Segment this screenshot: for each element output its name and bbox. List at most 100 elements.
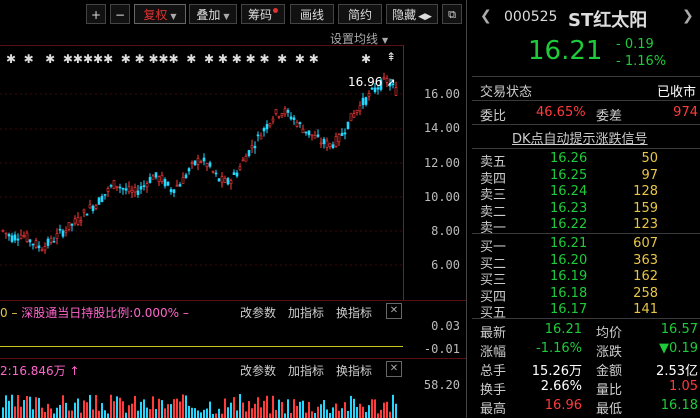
- ask-volume: 50: [641, 151, 658, 166]
- volume-bar: [107, 413, 109, 418]
- volume-bar: [290, 412, 292, 418]
- indicator1-y-bottom: -0.01: [423, 342, 460, 356]
- candle-body: [124, 188, 128, 191]
- bid-row[interactable]: 买四 16.18 258: [472, 286, 700, 305]
- volume-bar: [380, 409, 382, 418]
- indicator1-switch-indicator[interactable]: 换指标: [336, 306, 373, 320]
- zoom-out-button[interactable]: −: [110, 4, 130, 24]
- ask-row[interactable]: 卖一 16.22 123: [472, 217, 700, 236]
- ask-row[interactable]: 卖四 16.25 97: [472, 167, 700, 187]
- volume-bar: [341, 408, 343, 418]
- candle-body: [31, 243, 35, 246]
- volume-bar: [266, 395, 268, 418]
- bid-label: 买二: [480, 256, 507, 272]
- bid-label: 买三: [480, 273, 507, 288]
- next-stock-button[interactable]: ❯: [682, 8, 694, 24]
- notification-dot-icon: [273, 8, 278, 13]
- indicator2-switch-indicator[interactable]: 换指标: [336, 364, 373, 378]
- candle-body: [211, 170, 215, 173]
- volume-bar: [125, 412, 127, 418]
- volume-bar: [254, 403, 256, 418]
- ask-price: 16.22: [550, 217, 588, 232]
- candle-body: [310, 134, 314, 137]
- volume-bar: [326, 409, 328, 418]
- event-marker-right: ✱: [361, 52, 372, 66]
- candle-body: [373, 87, 377, 93]
- fuquan-dropdown[interactable]: 复权 ▼: [134, 4, 186, 24]
- volume-bar: [146, 407, 148, 418]
- bid-row[interactable]: 买二 16.20 363: [472, 253, 700, 272]
- event-markers: ✱ ✱ ✱ ✱✱✱✱✱ ✱ ✱ ✱✱✱ ✱ ✱ ✱ ✱ ✱ ✱ ✱ ✱ ✱: [6, 52, 319, 66]
- dk-signal-link[interactable]: DK点自动提示涨跌信号: [512, 132, 648, 147]
- indicator1-add-indicator[interactable]: 加指标: [288, 306, 325, 320]
- volume-bar: [113, 401, 115, 418]
- candle-body: [142, 185, 146, 187]
- bid-row[interactable]: 买三 16.19 162: [472, 269, 700, 288]
- stat-label: 最低: [596, 402, 623, 417]
- ask-label: 卖一: [480, 221, 507, 236]
- chouma-button[interactable]: 筹码: [241, 4, 285, 24]
- candle-body: [139, 186, 143, 190]
- bid-price: 16.19: [550, 269, 588, 284]
- kline-chart[interactable]: [0, 45, 403, 300]
- volume-bar: [230, 402, 232, 418]
- zoom-in-button[interactable]: +: [86, 4, 106, 24]
- indicator2-add-indicator[interactable]: 加指标: [288, 364, 325, 378]
- indicator1-close-button[interactable]: ✕: [386, 303, 402, 319]
- ask-row[interactable]: 卖三 16.24 128: [472, 184, 700, 203]
- candle-body: [190, 162, 194, 164]
- indicator2-change-params[interactable]: 改参数: [240, 364, 277, 378]
- restore-window-button[interactable]: ⧉: [442, 4, 462, 24]
- yincang-button[interactable]: 隐藏 ◀▶: [386, 4, 438, 24]
- volume-bar: [260, 407, 262, 418]
- huaxian-button[interactable]: 画线: [290, 4, 334, 24]
- divider: [472, 100, 700, 101]
- stat-label: 涨跌: [596, 345, 623, 360]
- volume-bar: [185, 395, 187, 418]
- volume-bar: [191, 407, 193, 418]
- volume-bar: [272, 395, 274, 418]
- volume-chart[interactable]: [0, 390, 403, 418]
- candle-body: [67, 222, 71, 230]
- stat-value: 16.57: [660, 322, 698, 337]
- volume-bar: [305, 412, 307, 418]
- volume-bar: [329, 412, 331, 418]
- candle-body: [340, 132, 344, 136]
- bid-row[interactable]: 买五 16.17 141: [472, 302, 700, 321]
- candle-body: [25, 232, 29, 242]
- volume-bar: [44, 411, 46, 418]
- settings-ma-button[interactable]: 设置均线 ▼: [330, 30, 388, 47]
- prev-stock-button[interactable]: ❮: [480, 8, 492, 24]
- diejia-dropdown[interactable]: 叠加 ▼: [189, 4, 237, 24]
- volume-bar: [284, 413, 286, 418]
- candle-body: [319, 142, 323, 145]
- volume-bar: [116, 396, 118, 418]
- volume-bar: [209, 401, 211, 418]
- ask-row[interactable]: 卖二 16.23 159: [472, 201, 700, 220]
- indicator1-y-top: 0.03: [431, 319, 460, 333]
- ask-volume: 97: [641, 167, 658, 183]
- jianyue-button[interactable]: 简约: [338, 4, 382, 24]
- volume-bar: [173, 399, 175, 418]
- volume-bar: [332, 407, 334, 418]
- candle-body: [46, 238, 50, 246]
- candle-body: [160, 174, 164, 182]
- indicator1-change-params[interactable]: 改参数: [240, 306, 277, 320]
- indicator1-top-border: [0, 300, 466, 301]
- ask-label: 卖四: [480, 171, 507, 187]
- volume-bar: [59, 404, 61, 418]
- candle-body: [115, 185, 119, 188]
- bid-row[interactable]: 买一 16.21 607: [472, 236, 700, 255]
- ask-row[interactable]: 卖五 16.26 50: [472, 151, 700, 170]
- candle-body: [85, 213, 89, 216]
- candle-body: [157, 176, 161, 182]
- candle-body: [379, 79, 383, 90]
- indicator1-header: 0 – 深股通当日持股比例:0.000% –: [0, 304, 189, 321]
- stat-row: 换手 2.66% 量比 1.05: [472, 379, 700, 398]
- indicator2-close-button[interactable]: ✕: [386, 361, 402, 377]
- volume-bar: [335, 403, 337, 418]
- candle-body: [337, 134, 341, 143]
- volume-bar: [395, 403, 397, 418]
- y-label-12: 12.00: [423, 156, 460, 170]
- volume-bar: [221, 413, 223, 418]
